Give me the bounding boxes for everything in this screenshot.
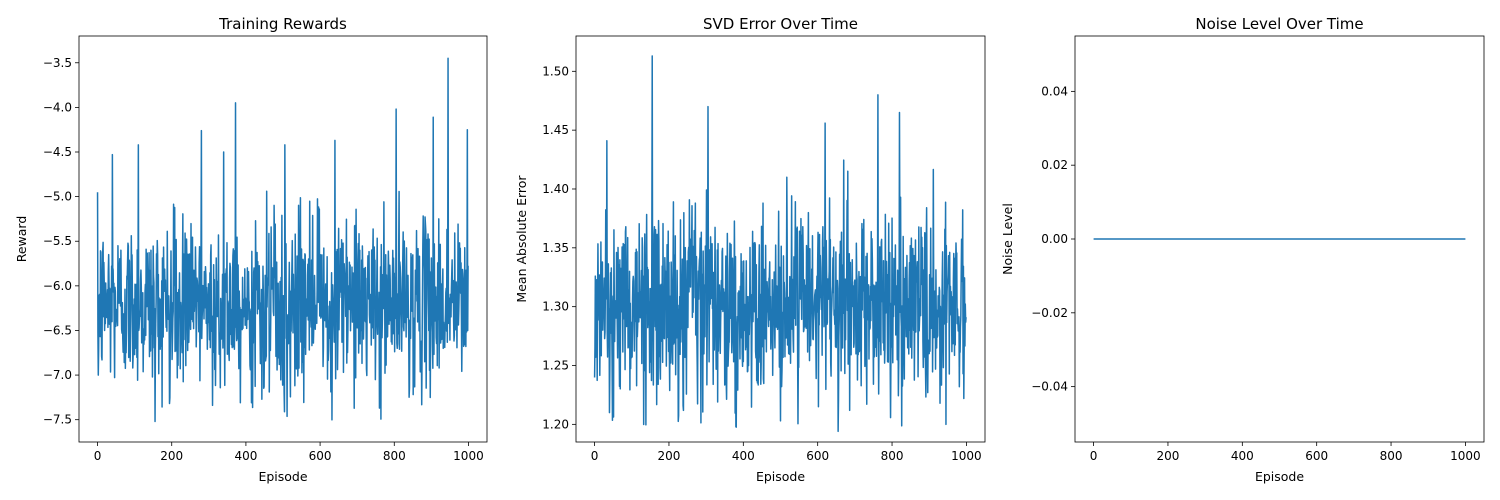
axes-frame [575,35,986,443]
chart-title: Noise Level Over Time [1195,15,1363,33]
x-tick-label: 600 [806,449,829,463]
series-line [96,57,469,423]
y-tick-label: −6.0 [43,279,72,293]
x-tick-label: 800 [881,449,904,463]
y-tick-label: −7.0 [43,368,72,382]
y-tick-label: 1.30 [542,300,569,314]
y-tick-label: −4.5 [43,145,72,159]
x-tick-label: 1000 [951,449,982,463]
y-tick-label: −4.0 [43,100,72,114]
x-tick-label: 1000 [1450,449,1481,463]
y-tick-label: 0.02 [1041,158,1068,172]
x-tick-label: 800 [1380,449,1403,463]
x-tick-label: 400 [234,449,257,463]
x-tick-label: 0 [1090,449,1098,463]
x-tick-label: 0 [94,449,102,463]
x-tick-label: 400 [732,449,755,463]
x-tick-label: 200 [1157,449,1180,463]
y-tick-label: 1.35 [542,241,569,255]
x-tick-label: 600 [309,449,332,463]
y-tick-label: 1.45 [542,123,569,137]
y-axis-label: Mean Absolute Error [514,175,529,303]
y-tick-label: 1.50 [542,64,569,78]
y-tick-label: 1.25 [542,359,569,373]
x-axis-label: Episode [258,469,307,484]
x-axis-label: Episode [756,469,805,484]
x-tick-label: 200 [160,449,183,463]
y-tick-label: −0.02 [1031,306,1068,320]
chart-title: Training Rewards [218,15,347,33]
y-axis-label: Noise Level [1000,203,1015,275]
y-tick-label: 0.00 [1041,232,1068,246]
y-tick-label: 1.40 [542,182,569,196]
x-tick-label: 1000 [453,449,484,463]
x-tick-label: 600 [1305,449,1328,463]
x-tick-label: 200 [658,449,681,463]
chart-panel-2: SVD Error Over Time 0 200 400 600 800 1000 1.20… [514,15,986,484]
y-tick-label: 1.20 [542,417,569,431]
x-tick-label: 0 [591,449,599,463]
y-tick-label: −7.5 [43,413,72,427]
x-tick-label: 800 [383,449,406,463]
x-axis-label: Episode [1255,469,1304,484]
y-axis-label: Reward [14,216,29,263]
y-tick-label: −5.0 [43,190,72,204]
y-tick-label: −0.04 [1031,380,1068,394]
y-tick-label: −6.5 [43,323,72,337]
y-tick-label: −3.5 [43,56,72,70]
series-line [593,55,967,433]
chart-panel-1: Training Rewards 0 200 400 600 800 1000 −7.5 −7.… [14,15,488,484]
chart-title: SVD Error Over Time [703,15,858,33]
axes-frame [78,35,488,443]
y-tick-label: 0.04 [1041,84,1068,98]
y-tick-label: −5.5 [43,234,72,248]
x-tick-label: 400 [1231,449,1254,463]
chart-panel-3: Noise Level Over Time 0 200 400 600 800 1000 −0… [1000,15,1485,484]
